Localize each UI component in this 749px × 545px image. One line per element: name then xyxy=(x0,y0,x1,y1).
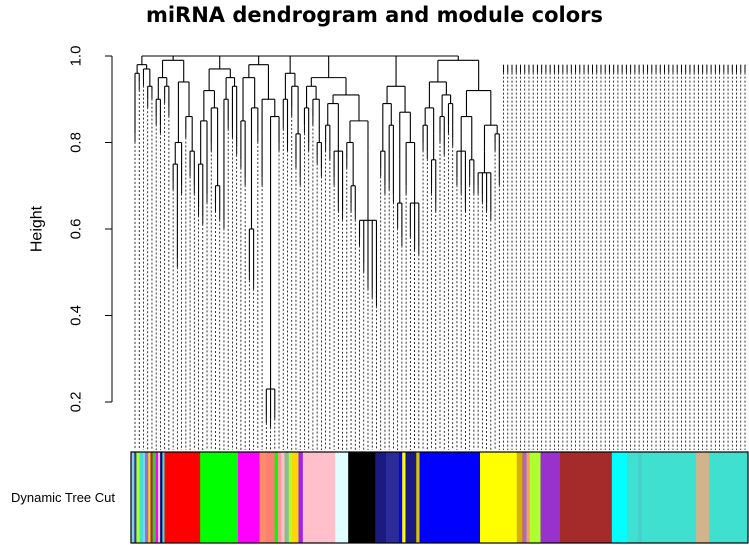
module-color-band xyxy=(709,452,749,543)
module-color-band xyxy=(200,452,239,543)
color-row-label: Dynamic Tree Cut xyxy=(11,490,115,505)
module-color-band xyxy=(696,452,710,543)
dendrogram-tree xyxy=(134,55,746,428)
module-color-band xyxy=(288,452,293,543)
module-color-band xyxy=(540,452,561,543)
module-color-band xyxy=(160,452,163,543)
module-color-band xyxy=(526,452,531,543)
module-color-band xyxy=(162,452,165,543)
module-color-band xyxy=(148,452,151,543)
module-color-band xyxy=(398,452,403,543)
module-color-band xyxy=(559,452,613,543)
module-color-band xyxy=(522,452,525,543)
module-color-band xyxy=(131,452,135,543)
y-tick-label: 0.2 xyxy=(68,392,85,413)
chart-title: miRNA dendrogram and module colors xyxy=(145,3,604,27)
module-color-band xyxy=(284,452,290,543)
module-color-band xyxy=(516,452,523,543)
module-color-band xyxy=(611,452,628,543)
module-color-band xyxy=(150,452,154,543)
module-color-band xyxy=(402,452,406,543)
module-color-band xyxy=(375,452,387,543)
module-color-band xyxy=(259,452,267,543)
module-color-band xyxy=(642,452,697,543)
module-color-band xyxy=(529,452,541,543)
module-color-band xyxy=(136,452,141,543)
y-tick-label: 1.0 xyxy=(68,46,85,67)
module-color-band xyxy=(142,452,146,543)
module-color-band xyxy=(145,452,149,543)
module-color-band xyxy=(139,452,144,543)
module-color-band xyxy=(158,452,161,543)
module-color-band xyxy=(155,452,159,543)
module-color-band xyxy=(419,452,481,543)
module-color-band xyxy=(416,452,420,543)
y-tick-label: 0.6 xyxy=(68,219,85,240)
module-color-row: Dynamic Tree Cut xyxy=(11,451,749,544)
module-color-band xyxy=(386,452,400,543)
module-color-band xyxy=(480,452,518,543)
module-color-band xyxy=(302,452,336,543)
module-color-band xyxy=(348,452,376,543)
module-color-border xyxy=(130,451,749,544)
module-color-band xyxy=(524,452,527,543)
module-color-band xyxy=(152,452,157,543)
module-color-band xyxy=(134,452,137,543)
y-axis-title: Height xyxy=(29,205,46,252)
y-axis: 0.2 0.4 0.6 0.8 1.0 Height xyxy=(29,46,113,413)
module-color-band xyxy=(405,452,417,543)
module-color-band xyxy=(292,452,299,543)
module-color-band xyxy=(637,452,643,543)
y-tick-label: 0.4 xyxy=(68,305,85,326)
module-color-band xyxy=(626,452,639,543)
module-color-band xyxy=(298,452,304,543)
module-color-band xyxy=(335,452,349,543)
module-color-band xyxy=(266,452,276,543)
module-color-band xyxy=(237,452,260,543)
module-color-band xyxy=(277,452,282,543)
module-color-band xyxy=(274,452,279,543)
module-color-band xyxy=(281,452,285,543)
leaf-guide-lines xyxy=(134,72,746,450)
y-tick-label: 0.8 xyxy=(68,132,85,153)
module-color-band xyxy=(164,452,201,543)
